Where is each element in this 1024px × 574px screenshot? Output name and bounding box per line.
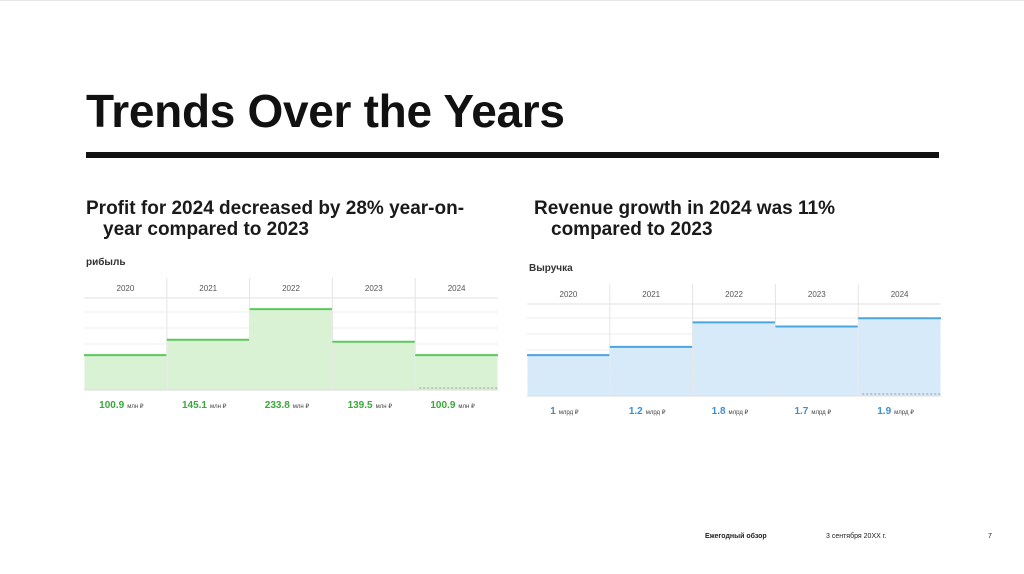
bullet-profit-line1: Profit for 2024 decreased by 28% year-on… <box>86 198 465 219</box>
slide-title: Trends Over the Years <box>86 85 565 137</box>
bullet-revenue-line1: Revenue growth in 2024 was 11% <box>534 198 835 219</box>
data-label: 1 млрд ₽ <box>550 406 579 417</box>
data-label-value: 233.8 <box>265 400 290 411</box>
chart-title: рибыль <box>86 256 125 268</box>
x-tick-label: 2023 <box>365 284 383 293</box>
data-label-unit: млрд ₽ <box>811 409 831 416</box>
data-label-value: 1 <box>550 406 556 417</box>
bullet-revenue-line2: compared to 2023 <box>551 219 713 240</box>
title-underline <box>86 152 939 158</box>
area-fill-2022 <box>250 309 332 390</box>
data-label-value: 1.2 <box>629 406 643 417</box>
data-label-unit: млрд ₽ <box>646 409 666 416</box>
data-label: 100.9 млн ₽ <box>430 400 475 411</box>
data-label-unit: млн ₽ <box>127 403 144 410</box>
x-tick-label: 2024 <box>891 290 909 299</box>
area-fill-2023 <box>332 341 415 390</box>
bullet-profit-line2: year compared to 2023 <box>103 219 309 240</box>
data-label: 139.5 млн ₽ <box>348 400 393 411</box>
data-label-value: 1.7 <box>794 406 808 417</box>
data-label: 100.9 млн ₽ <box>99 400 144 411</box>
data-label-unit: млрд ₽ <box>559 409 579 416</box>
x-tick-label: 2023 <box>808 290 826 299</box>
profit-chart: рибыль 2020 100.9 млн ₽2021 145.1 млн ₽2022 23… <box>84 252 498 422</box>
data-label: 145.1 млн ₽ <box>182 400 227 411</box>
data-label: 1.7 млрд ₽ <box>794 406 831 417</box>
revenue-chart: Выручка 2020 1 млрд ₽2021 1.2 млрд ₽2022 1.8 мл… <box>527 258 941 428</box>
bullet-revenue: Revenue growth in 2024 was 11% compared … <box>534 198 954 240</box>
data-label-unit: млн ₽ <box>210 403 227 410</box>
data-label: 1.8 млрд ₽ <box>712 406 749 417</box>
data-label-value: 100.9 <box>430 400 455 411</box>
x-tick-label: 2022 <box>725 290 743 299</box>
data-label-unit: млрд ₽ <box>894 409 914 416</box>
data-label-unit: млн ₽ <box>458 403 475 410</box>
data-label-unit: млн ₽ <box>293 403 310 410</box>
area-fill-2020 <box>527 355 610 396</box>
area-fill-2024 <box>415 355 498 390</box>
data-label: 233.8 млн ₽ <box>265 400 310 411</box>
area-fill-2021 <box>610 346 693 396</box>
area-fill-2024 <box>858 318 941 396</box>
footer-date: 3 сентября 20XX г. <box>826 533 887 540</box>
top-border <box>0 0 1024 1</box>
footer-title: Ежегодный обзор <box>705 533 767 540</box>
x-tick-label: 2022 <box>282 284 300 293</box>
data-label-value: 1.8 <box>712 406 726 417</box>
area-fill-2023 <box>775 326 858 396</box>
data-label-value: 145.1 <box>182 400 207 411</box>
data-label: 1.2 млрд ₽ <box>629 406 666 417</box>
bullet-profit: Profit for 2024 decreased by 28% year-on… <box>86 198 506 240</box>
x-tick-label: 2021 <box>642 290 660 299</box>
area-fill-2020 <box>84 355 167 390</box>
x-tick-label: 2021 <box>199 284 217 293</box>
data-label-value: 1.9 <box>877 406 891 417</box>
x-tick-label: 2024 <box>448 284 466 293</box>
chart-title: Выручка <box>529 263 573 274</box>
data-label-unit: млн ₽ <box>376 403 393 410</box>
data-label-value: 139.5 <box>348 400 373 411</box>
area-fill-2022 <box>693 322 775 396</box>
data-label: 1.9 млрд ₽ <box>877 406 914 417</box>
footer-page-number: 7 <box>988 533 992 540</box>
x-tick-label: 2020 <box>560 290 578 299</box>
data-label-unit: млрд ₽ <box>729 409 749 416</box>
x-tick-label: 2020 <box>117 284 135 293</box>
data-label-value: 100.9 <box>99 400 124 411</box>
area-fill-2021 <box>167 339 250 390</box>
